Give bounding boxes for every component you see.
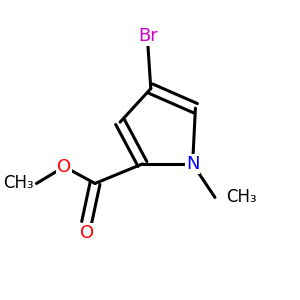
- Text: O: O: [57, 158, 71, 176]
- Text: O: O: [80, 224, 94, 242]
- Text: Br: Br: [138, 27, 158, 45]
- Text: CH₃: CH₃: [3, 175, 34, 193]
- Text: CH₃: CH₃: [226, 188, 257, 206]
- Text: N: N: [186, 155, 200, 173]
